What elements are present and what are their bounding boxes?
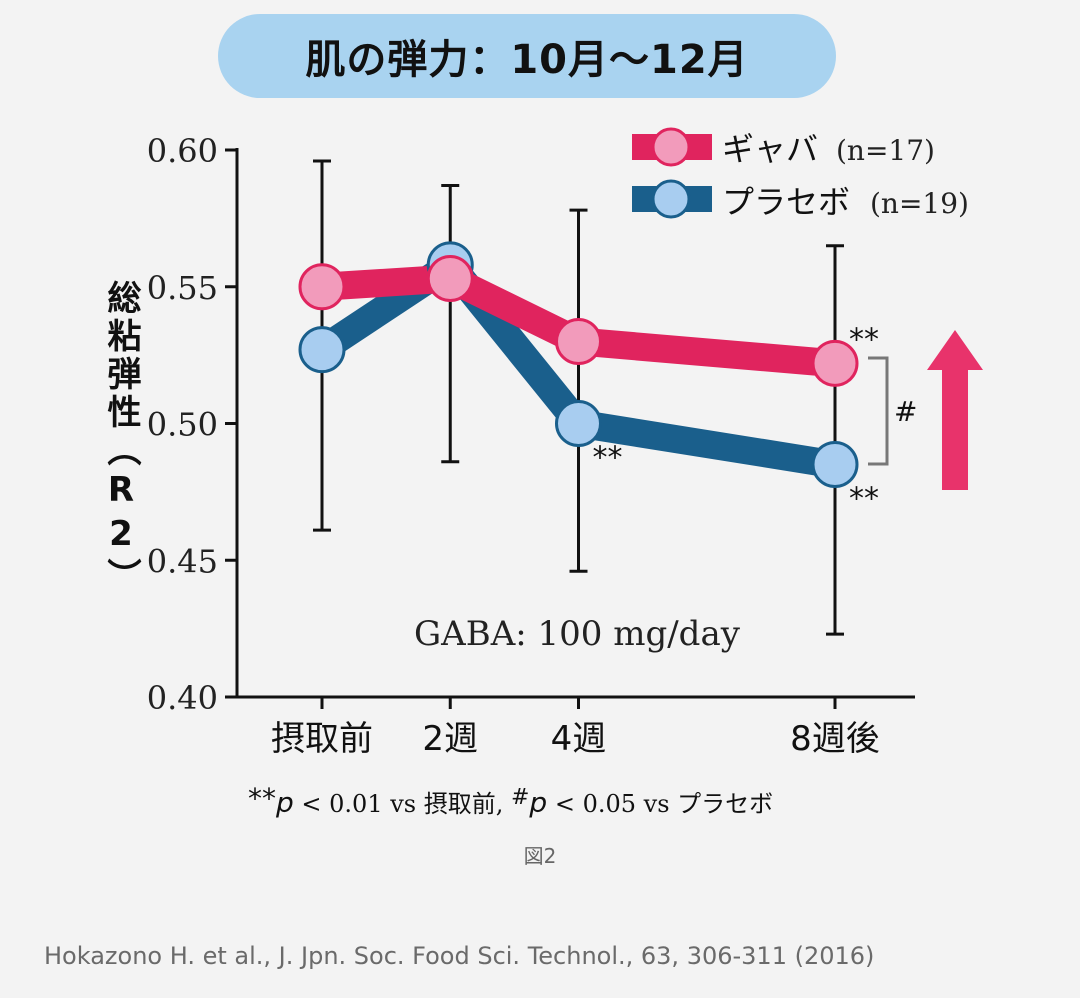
series-lines — [314, 250, 838, 479]
footnote-text-1: < 0.01 vs 摂取前, — [294, 790, 511, 818]
footnote-mark-2: # — [511, 785, 529, 810]
dose-annotation: GABA: 100 mg/day — [414, 614, 741, 654]
significance-marks: ** ** ** — [593, 322, 880, 516]
series-markers — [298, 241, 859, 489]
legend-gaba-name: ギャバ — [722, 130, 818, 168]
significance-mark: ** — [849, 482, 879, 517]
y-ticks: 0.60 0.55 0.50 0.45 0.40 — [147, 132, 237, 717]
significance-mark: ** — [593, 441, 623, 476]
x-tick-label: 4週 — [551, 719, 607, 759]
footnote: **p < 0.01 vs 摂取前, #p < 0.05 vs プラセボ — [248, 782, 773, 819]
data-point-placebo — [298, 326, 346, 374]
y-tick-label: 0.40 — [147, 679, 218, 717]
data-point-placebo — [811, 441, 859, 489]
comparison-hash: # — [894, 395, 917, 428]
data-point-placebo — [555, 400, 602, 447]
title-banner: 肌の弾力：10月～12月 — [218, 14, 836, 98]
series-line-gaba — [321, 264, 837, 378]
footnote-mark-1: ** — [248, 782, 276, 815]
legend-gaba-marker — [651, 127, 691, 167]
legend: ギャバ (n=17) プラセボ (n=19) — [632, 127, 969, 221]
page-title: 肌の弾力：10月～12月 — [305, 37, 749, 83]
y-tick-label: 0.60 — [147, 132, 218, 170]
x-tick-label: 8週後 — [790, 719, 880, 759]
footnote-p-1: p — [275, 786, 294, 819]
y-tick-label: 0.45 — [147, 542, 218, 580]
y-axis-label: 総粘弾性（R2） — [101, 280, 141, 596]
legend-placebo-n: (n=19) — [870, 187, 969, 220]
y-tick-label: 0.55 — [147, 269, 218, 307]
series-line-placebo — [314, 250, 838, 479]
increase-arrow-icon — [927, 330, 983, 490]
data-point-gaba — [555, 317, 602, 365]
footnote-text-2: < 0.05 vs プラセボ — [547, 790, 773, 818]
legend-gaba-n: (n=17) — [836, 134, 935, 167]
figure-label: 図2 — [523, 844, 557, 868]
data-point-gaba — [811, 339, 859, 387]
data-point-gaba — [426, 255, 474, 303]
x-tick-label: 摂取前 — [271, 719, 373, 759]
significance-mark: ** — [849, 322, 879, 357]
y-tick-label: 0.50 — [147, 406, 218, 444]
citation: Hokazono H. et al., J. Jpn. Soc. Food Sc… — [44, 942, 875, 970]
comparison-bracket — [868, 356, 889, 466]
x-ticks: 摂取前 2週 4週 8週後 — [271, 697, 880, 759]
footnote-p-2: p — [528, 786, 547, 819]
x-tick-label: 2週 — [422, 719, 478, 759]
legend-placebo-name: プラセボ — [722, 183, 850, 221]
error-bars — [313, 159, 844, 636]
legend-placebo-marker — [651, 179, 691, 219]
data-point-gaba — [298, 263, 346, 311]
